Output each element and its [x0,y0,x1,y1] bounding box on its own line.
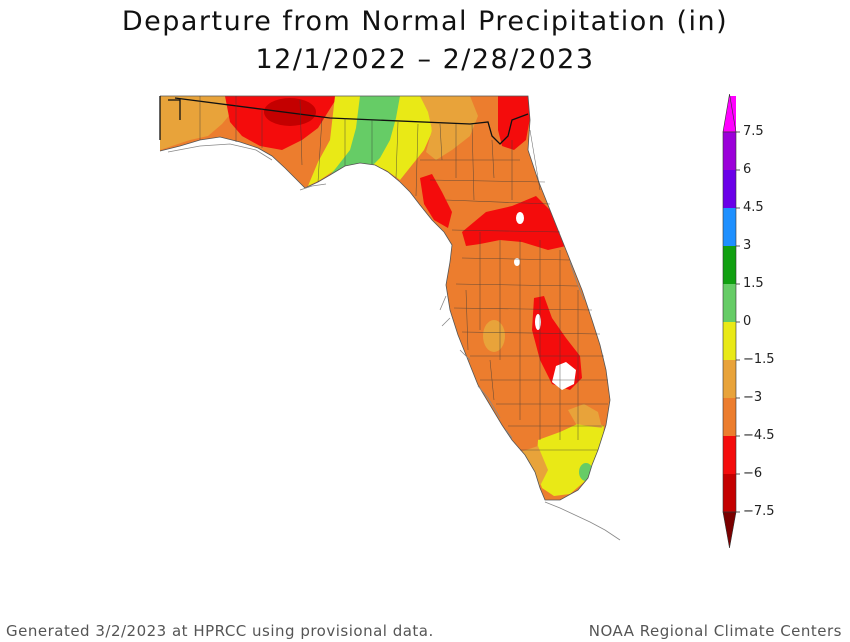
florida-state [160,96,610,500]
lake-apopka [514,258,520,266]
legend-tick-label: 1.5 [743,276,764,291]
lake-okeechobee [552,362,576,390]
region-jacksonville-red [498,96,530,150]
legend-tick-label: 6 [743,162,752,177]
legend-tick-label: −4.5 [743,428,775,443]
region-apalachicola-green [324,96,400,188]
region-tallahassee-orange [420,96,478,160]
legend-bin-neg6-neg4p5 [723,436,736,474]
region-panhandle-darkred [264,98,316,126]
region-miami-green [579,463,593,481]
source-credit: NOAA Regional Climate Centers [588,622,842,640]
region-gulf-coast-red [420,174,452,228]
region-southwest-orange [520,446,548,486]
legend-tick-label: −3 [743,390,763,405]
legend-tick-label: 0 [743,314,752,329]
map-date-range: 12/1/2022 – 2/28/2023 [255,44,595,75]
coastal-detail [167,143,621,541]
lake-kissimmee [535,314,541,330]
legend-bin-neg7p5-neg6 [723,474,736,512]
legend-bin-neg4p5-neg3 [723,398,736,436]
region-southeast-orange [568,404,602,428]
legend-bin-3-4p5 [723,208,736,246]
legend-bin-4p5-6 [723,170,736,208]
state-border [159,96,529,145]
legend-bin-6-7p5 [723,132,736,170]
generated-note: Generated 3/2/2023 at HPRCC using provis… [6,622,434,640]
county-lines [199,96,608,451]
legend-bin-0-1p5 [723,284,736,322]
legend-tick-label: 4.5 [743,200,764,215]
legend-bin-lt-neg7p5 [722,511,737,549]
legend-tick-label: −1.5 [743,352,775,367]
florida-coastline [159,95,611,501]
legend-tick-label: 7.5 [743,124,764,139]
region-tampa-spot [483,320,505,352]
legend-tick-label: −6 [743,466,763,481]
region-central-red [462,196,566,250]
lake-george [516,212,524,224]
map-title: Departure from Normal Precipitation (in) [121,6,729,37]
legend-tick-label: −7.5 [743,504,775,519]
legend-colorbar [722,93,740,549]
legend-bin-neg3-neg1p5 [723,360,736,398]
legend-bin-1p5-3 [723,246,736,284]
legend-bin-neg1p5-0 [723,322,736,360]
legend-tick-marks [736,131,740,513]
legend-tick-label: 3 [743,238,752,253]
